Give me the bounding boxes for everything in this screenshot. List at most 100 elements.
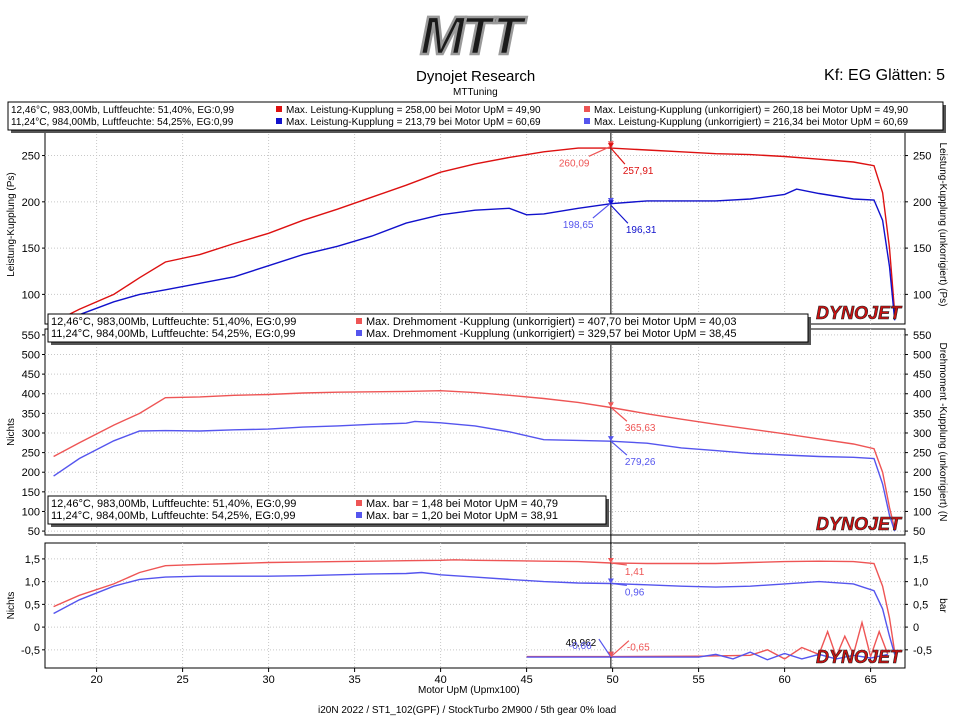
value-label: -0,65 [627, 643, 650, 654]
power-plot-frame [44, 124, 906, 325]
value-label-arrow [610, 582, 627, 587]
y-tick-label: 200 [22, 197, 40, 209]
y-tick-label: 250 [22, 151, 40, 163]
series-line [526, 619, 889, 660]
logo-text: MTT [420, 8, 527, 60]
legend-entry: Max. Drehmoment -Kupplung (unkorrigiert)… [366, 328, 737, 340]
legend-conditions: 11,24°C, 984,00Mb, Luftfeuchte: 54,25%, … [11, 117, 234, 128]
legend-conditions: 11,24°C, 984,00Mb, Luftfeuchte: 54,25%, … [51, 328, 296, 340]
legend-swatch [356, 318, 362, 324]
value-label: 198,65 [563, 220, 594, 231]
value-label-marker [607, 578, 614, 584]
y-tick-label: 550 [22, 330, 40, 342]
series-line [53, 147, 896, 323]
y-tick-label: 350 [22, 408, 40, 420]
power-y-axis-label-right: Leistung-Kupplung (unkorrigiert) (Ps) [937, 143, 948, 307]
y-tick-label: 100 [22, 289, 40, 301]
value-label-marker [607, 143, 614, 149]
legend-entry: Max. bar = 1,48 bei Motor UpM = 40,79 [366, 498, 558, 510]
y-tick-label-right: 1,5 [913, 554, 928, 566]
x-tick-label: 25 [176, 674, 188, 686]
y-tick-label-right: 550 [913, 330, 931, 342]
legend-entry: Max. Drehmoment -Kupplung (unkorrigiert)… [366, 316, 737, 328]
y-tick-label-right: 1,0 [913, 577, 928, 589]
value-label-arrow [610, 640, 630, 658]
series-line [53, 420, 896, 532]
dynojet-watermark: DYNOJET [816, 514, 903, 534]
y-tick-label-right: 250 [913, 151, 931, 163]
series-line [526, 651, 888, 661]
y-tick-label-right: 100 [913, 506, 931, 518]
value-label: 260,09 [559, 158, 590, 169]
y-tick-label: 100 [22, 506, 40, 518]
torque-y-axis-label: Nichts [6, 418, 17, 446]
legend-entry: Max. bar = 1,20 bei Motor UpM = 38,91 [366, 510, 558, 522]
dynojet-watermark: DYNOJET [816, 647, 903, 667]
y-tick-label-right: 0,5 [913, 599, 928, 611]
y-tick-label-right: 300 [913, 428, 931, 440]
y-tick-label: 150 [22, 487, 40, 499]
y-tick-label-right: 350 [913, 408, 931, 420]
y-tick-label-right: 50 [913, 526, 925, 538]
boost-legend: 12,46°C, 983,00Mb, Luftfeuchte: 51,40%, … [47, 495, 609, 527]
legend-frame [47, 495, 607, 525]
value-label: 1,41 [625, 567, 645, 578]
x-tick-label: 60 [778, 674, 790, 686]
x-tick-label: 35 [348, 674, 360, 686]
value-label: 0,96 [625, 587, 645, 598]
legend-frame [47, 313, 809, 343]
smoothing-label: Kf: EG Glätten: 5 [824, 67, 945, 84]
x-tick-label: 30 [262, 674, 274, 686]
y-tick-label-right: 400 [913, 389, 931, 401]
y-tick-label-right: 250 [913, 448, 931, 460]
y-tick-label-right: 200 [913, 467, 931, 479]
series-line [53, 188, 896, 324]
legend-swatch [276, 106, 282, 112]
value-label-arrow [610, 406, 628, 422]
value-label: -0,66 [569, 641, 592, 652]
dynojet-watermark: DYNOJET [816, 303, 903, 323]
value-label-marker [607, 558, 614, 563]
legend-entry: Max. Leistung-Kupplung = 213,79 bei Moto… [286, 117, 541, 128]
x-axis-label: Motor UpM (Upmx100) [418, 685, 520, 696]
legend-conditions: 12,46°C, 983,00Mb, Luftfeuchte: 51,40%, … [51, 316, 296, 328]
y-tick-label-right: 150 [913, 487, 931, 499]
y-tick-label: 450 [22, 369, 40, 381]
y-tick-label: 250 [22, 448, 40, 460]
y-tick-label: 1,0 [25, 577, 40, 589]
x-tick-label: 50 [606, 674, 618, 686]
value-label-marker [607, 200, 614, 206]
y-tick-label-right: 500 [913, 350, 931, 362]
y-tick-label-right: 200 [913, 197, 931, 209]
y-tick-label: 200 [22, 467, 40, 479]
value-label-arrow [610, 562, 627, 566]
power-legend: 12,46°C, 983,00Mb, Luftfeuchte: 51,40%, … [7, 101, 946, 133]
legend-swatch [584, 106, 590, 112]
value-label-marker [607, 651, 614, 657]
y-tick-label: 0 [34, 622, 40, 634]
boost-y-axis-label-right: bar [937, 598, 948, 613]
mtt-logo: MTT [418, 5, 540, 68]
y-tick-label: 50 [28, 526, 40, 538]
value-label-marker [607, 402, 614, 408]
torque-legend: 12,46°C, 983,00Mb, Luftfeuchte: 51,40%, … [47, 313, 811, 345]
run-title: i20N 2022 / ST1_102(GPF) / StockTurbo 2M… [318, 705, 617, 716]
legend-swatch [276, 118, 282, 124]
value-label: 257,91 [623, 166, 654, 177]
boost-panel: -0,5 -0,5 0 0 0,5 0,5 1,0 1,0 1,5 1,5 Nichts bar DYN… [6, 542, 948, 669]
x-tick-label: 55 [692, 674, 704, 686]
y-tick-label: 400 [22, 389, 40, 401]
legend-swatch [356, 330, 362, 336]
power-panel: 100 100 150 150 200 200 250 250 Leistung-Kupplun… [6, 124, 948, 325]
series-line [53, 559, 896, 653]
value-label-arrow [588, 145, 612, 157]
legend-conditions: 12,46°C, 983,00Mb, Luftfeuchte: 51,40%, … [11, 105, 234, 116]
y-tick-label-right: 150 [913, 243, 931, 255]
value-label-marker [607, 436, 614, 442]
value-label-arrow [610, 147, 626, 165]
y-tick-label: 0,5 [25, 599, 40, 611]
value-label-arrow [610, 440, 628, 456]
x-tick-label: 40 [434, 674, 446, 686]
legend-swatch [356, 500, 362, 506]
